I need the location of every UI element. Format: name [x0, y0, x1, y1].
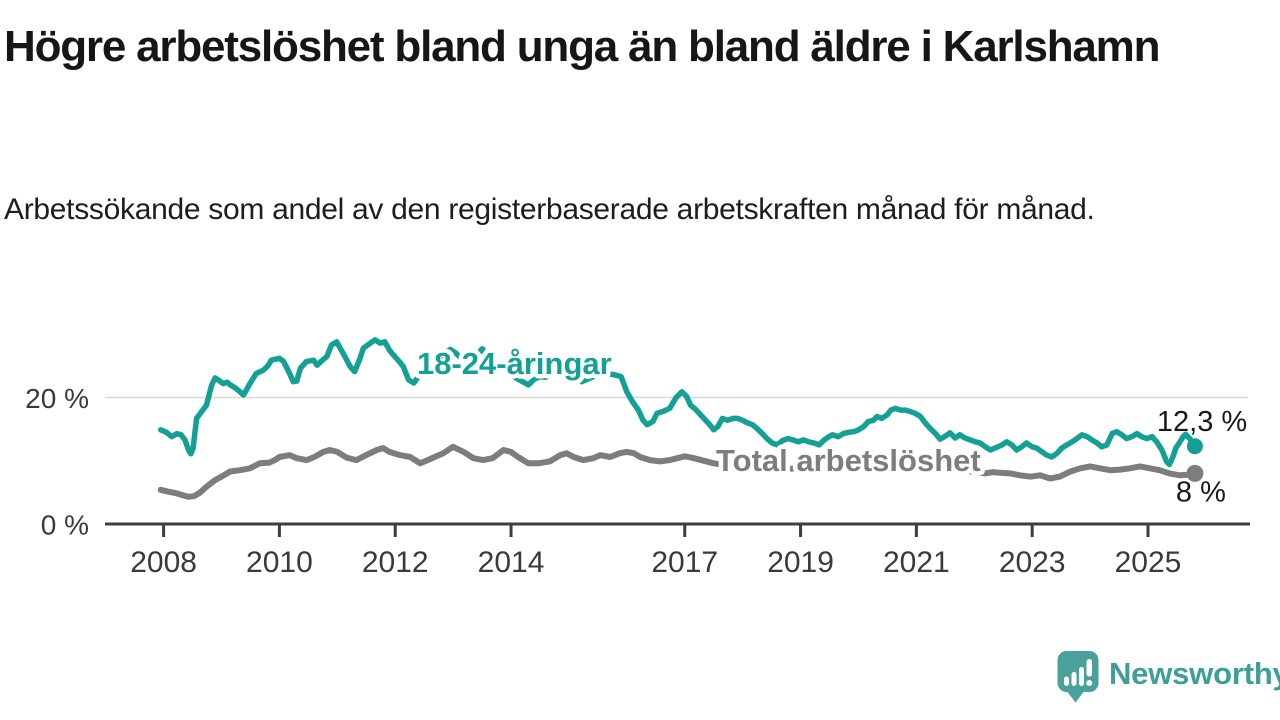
end-value-label-youth: 12,3 % — [1157, 406, 1247, 438]
x-tick-label: 2017 — [651, 546, 718, 579]
end-value-label-total: 8 % — [1176, 476, 1226, 508]
x-tick-label: 2025 — [1115, 546, 1182, 579]
series-lines — [157, 337, 1198, 500]
x-tick-label: 2021 — [883, 546, 950, 579]
y-axis-tick-labels: 0 % 20 % — [25, 383, 89, 541]
chart-title: Högre arbetslöshet bland unga än bland ä… — [4, 22, 1160, 71]
series-label-total: Total arbetslöshet — [716, 443, 981, 478]
x-tick-label: 2023 — [999, 546, 1066, 579]
newsworthy-logo: Newsworthy — [1057, 651, 1280, 703]
end-dot-total — [1186, 464, 1204, 482]
newsworthy-icon — [1057, 651, 1099, 703]
x-tick-label: 2014 — [478, 546, 545, 579]
newsworthy-wordmark: Newsworthy — [1109, 656, 1280, 691]
x-axis — [105, 522, 1250, 537]
chart-subtitle: Arbetssökande som andel av den registerb… — [4, 193, 1095, 226]
series-end-dots — [1186, 438, 1204, 482]
x-tick-label: 2008 — [130, 546, 197, 579]
y-tick-label: 0 % — [41, 510, 89, 541]
x-tick-label: 2019 — [767, 546, 834, 579]
series-label-youth: 18-24-åringar — [417, 346, 612, 381]
line-youth — [157, 337, 1198, 468]
x-tick-label: 2010 — [246, 546, 313, 579]
x-tick-label: 2012 — [362, 546, 429, 579]
y-tick-label: 20 % — [25, 383, 89, 414]
line-total — [157, 443, 1198, 500]
end-dot-youth — [1186, 438, 1203, 455]
x-axis-tick-labels: 2008 2010 2012 2014 2017 2019 2021 2023 2025 — [130, 546, 1181, 579]
